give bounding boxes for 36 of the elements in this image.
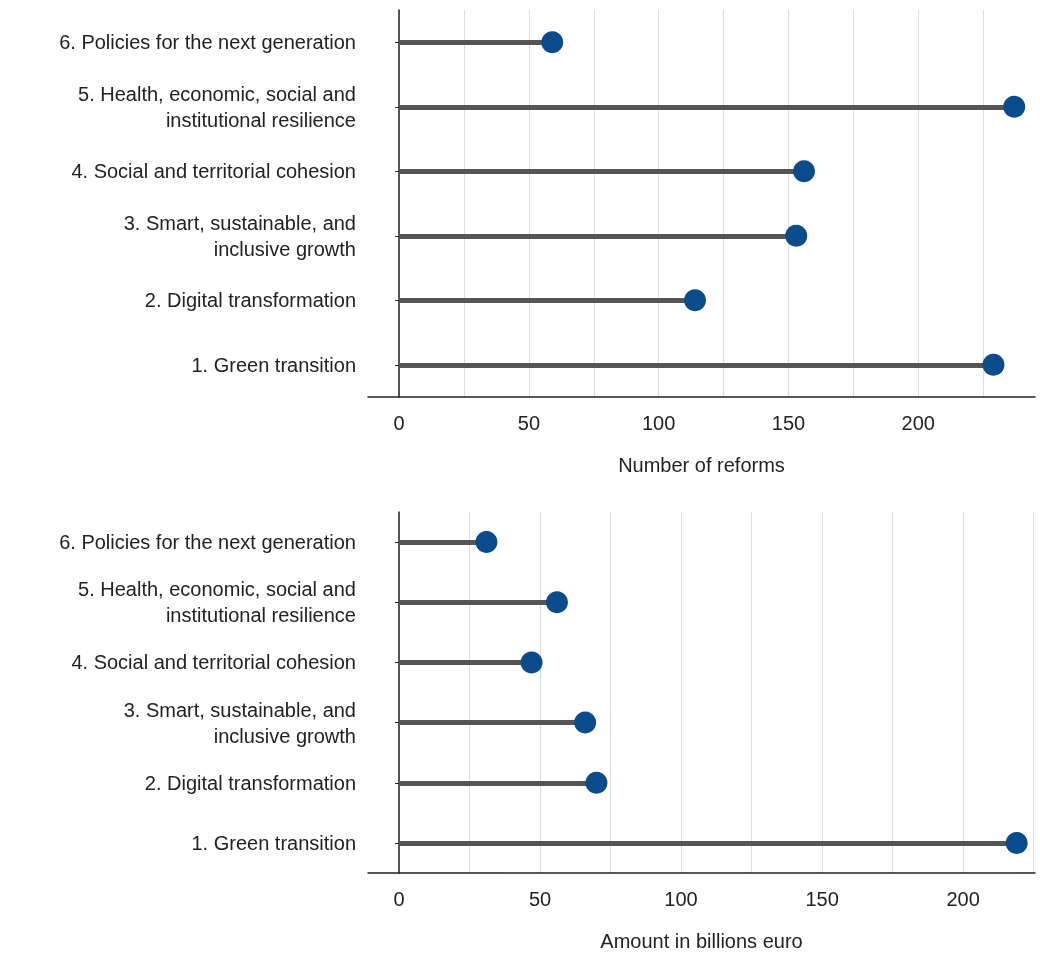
- x-tick-label: 50: [528, 888, 552, 910]
- x-tick-label: 50: [517, 412, 541, 434]
- y-tick-label: 1. Green transition: [191, 831, 356, 854]
- y-tick-label: 3. Smart, sustainable, and inclusive growth: [123, 698, 356, 747]
- x-tick-label: 100: [641, 412, 676, 434]
- y-tick-label: 6. Policies for the next generation: [59, 531, 356, 554]
- y-tick-label: 1. Green transition: [191, 353, 356, 376]
- point: [1003, 95, 1026, 118]
- y-tick-label: 6. Policies for the next generation: [59, 31, 356, 54]
- point: [541, 31, 564, 54]
- y-tick-label: 4. Social and territorial cohesion: [71, 651, 356, 674]
- x-tick-label: 200: [946, 888, 980, 910]
- y-tick-label: 5. Health, economic, social and institutional resilience: [78, 82, 356, 131]
- point: [785, 224, 808, 247]
- point: [982, 353, 1005, 376]
- point: [574, 711, 597, 734]
- x-axis-title: Number of reforms: [618, 454, 785, 476]
- y-tick-label: 5. Health, economic, social and institutional resilience: [78, 578, 356, 627]
- x-tick-label: 150: [805, 888, 839, 910]
- point: [1005, 831, 1028, 854]
- x-tick-label: 200: [901, 412, 935, 434]
- y-tick-label: 2. Digital transformation: [144, 289, 356, 312]
- x-tick-label: 0: [393, 412, 405, 434]
- x-tick-label: 150: [771, 412, 806, 434]
- point: [545, 591, 568, 614]
- x-tick-label: 0: [393, 888, 405, 910]
- y-tick-label: 4. Social and territorial cohesion: [71, 160, 356, 183]
- point: [520, 651, 543, 674]
- y-tick-label: 3. Smart, sustainable, and inclusive growth: [123, 211, 356, 260]
- x-axis-title: Amount in billions euro: [600, 930, 803, 952]
- x-tick-label: 100: [664, 888, 698, 910]
- point: [684, 289, 707, 312]
- point: [585, 771, 608, 794]
- y-tick-label: 2. Digital transformation: [144, 771, 356, 794]
- point: [475, 531, 498, 554]
- point: [793, 160, 816, 183]
